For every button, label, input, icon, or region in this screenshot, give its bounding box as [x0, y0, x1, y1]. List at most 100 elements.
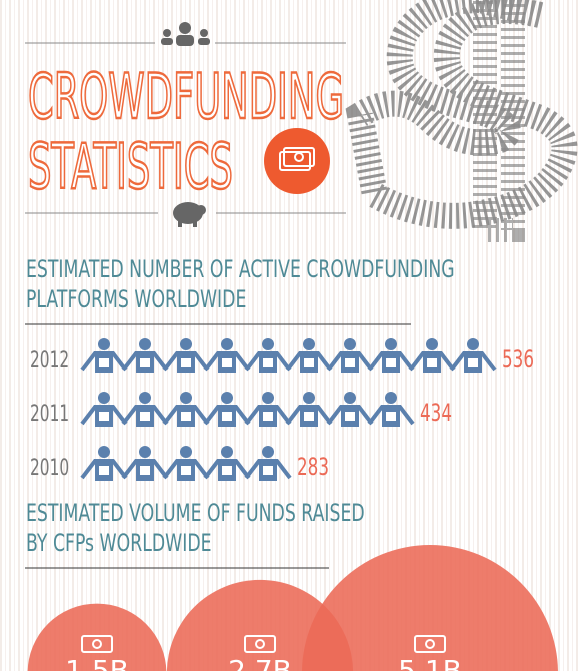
figure-row — [80, 446, 292, 481]
section-title: ESTIMATED NUMBER OF ACTIVE CROWDFUNDING — [26, 255, 455, 283]
figure-arms — [367, 405, 415, 426]
figure-arms — [121, 459, 169, 480]
coin — [92, 639, 102, 649]
money-icon — [414, 635, 446, 653]
figure-arms — [244, 405, 292, 426]
figure-row — [80, 338, 497, 373]
figure-badge — [386, 358, 396, 367]
money-icon — [244, 635, 276, 653]
figure-badge — [263, 466, 273, 475]
figure-arms — [285, 405, 333, 426]
figure-badge — [345, 412, 355, 421]
figure-head — [262, 392, 274, 404]
bubble — [302, 545, 558, 671]
figure-badge — [181, 358, 191, 367]
money-icon — [279, 147, 315, 171]
figure-arms — [326, 405, 374, 426]
figure-arms — [121, 405, 169, 426]
figure-head — [139, 338, 151, 350]
row-label: 2010 — [30, 455, 69, 480]
figure-badge — [345, 358, 355, 367]
figure-badge — [263, 412, 273, 421]
figure-head — [426, 338, 438, 350]
dollar-crowd-image — [345, 0, 578, 242]
title-line: STATISTICS — [28, 130, 233, 203]
figure-head — [385, 392, 397, 404]
figure-head — [262, 446, 274, 458]
figure-head — [180, 392, 192, 404]
figure-badge — [427, 358, 437, 367]
figure-arms — [162, 351, 210, 372]
piggy-bank-icon — [173, 202, 206, 227]
figure-badge — [99, 358, 109, 367]
figure-badge — [140, 466, 150, 475]
figure-arms — [367, 351, 415, 372]
figure-head — [344, 338, 356, 350]
section-title: PLATFORMS WORLDWIDE — [26, 285, 246, 313]
figure-arms — [203, 459, 251, 480]
figure-head — [385, 338, 397, 350]
figure-arms — [203, 351, 251, 372]
bubble — [27, 603, 167, 671]
value-label: 1.5B — [65, 654, 129, 671]
figure-badge — [222, 358, 232, 367]
value-label: 2.7B — [228, 654, 292, 671]
figure-arms — [408, 351, 456, 372]
money-icon — [81, 635, 113, 653]
figure-badge — [304, 358, 314, 367]
figure-badge — [263, 358, 273, 367]
figure-head — [221, 338, 233, 350]
value-label: 536 — [502, 345, 534, 373]
figure-head — [180, 446, 192, 458]
figure-head — [262, 338, 274, 350]
figure-arms — [285, 351, 333, 372]
figure-badge — [99, 466, 109, 475]
figure-arms — [80, 459, 128, 480]
figure-arms — [80, 405, 128, 426]
people-icon — [161, 22, 210, 46]
value-label: 5.1B — [398, 654, 462, 671]
row-label: 2012 — [30, 347, 69, 372]
figure-badge — [386, 412, 396, 421]
figure-head — [139, 392, 151, 404]
figure-head — [467, 338, 479, 350]
figure-head — [303, 338, 315, 350]
figure-badge — [140, 412, 150, 421]
figure-badge — [181, 466, 191, 475]
figure-head — [98, 446, 110, 458]
bill — [81, 635, 113, 653]
figure-arms — [203, 405, 251, 426]
figure-row — [80, 392, 415, 427]
figure-head — [98, 338, 110, 350]
figure-head — [139, 446, 151, 458]
figure-head — [303, 392, 315, 404]
bill — [414, 635, 446, 653]
figure-head — [221, 392, 233, 404]
figure-arms — [121, 351, 169, 372]
figure-arms — [162, 405, 210, 426]
value-label: 283 — [297, 453, 329, 481]
figure-badge — [99, 412, 109, 421]
figure-badge — [222, 466, 232, 475]
figure-arms — [162, 459, 210, 480]
figure-head — [98, 392, 110, 404]
figure-badge — [181, 412, 191, 421]
title-line: CROWDFUNDING — [28, 60, 344, 133]
bill — [244, 635, 276, 653]
coin — [425, 639, 435, 649]
figure-head — [180, 338, 192, 350]
figure-arms — [244, 351, 292, 372]
figure-arms — [449, 351, 497, 372]
figure-head — [221, 446, 233, 458]
section-title: ESTIMATED VOLUME OF FUNDS RAISED — [26, 499, 365, 527]
figure-arms — [244, 459, 292, 480]
figure-badge — [468, 358, 478, 367]
value-label: 434 — [420, 399, 452, 427]
figure-arms — [80, 351, 128, 372]
section-title: BY CFPs WORLDWIDE — [26, 529, 212, 557]
figure-head — [344, 392, 356, 404]
figure-badge — [304, 412, 314, 421]
figure-badge — [140, 358, 150, 367]
figure-arms — [326, 351, 374, 372]
